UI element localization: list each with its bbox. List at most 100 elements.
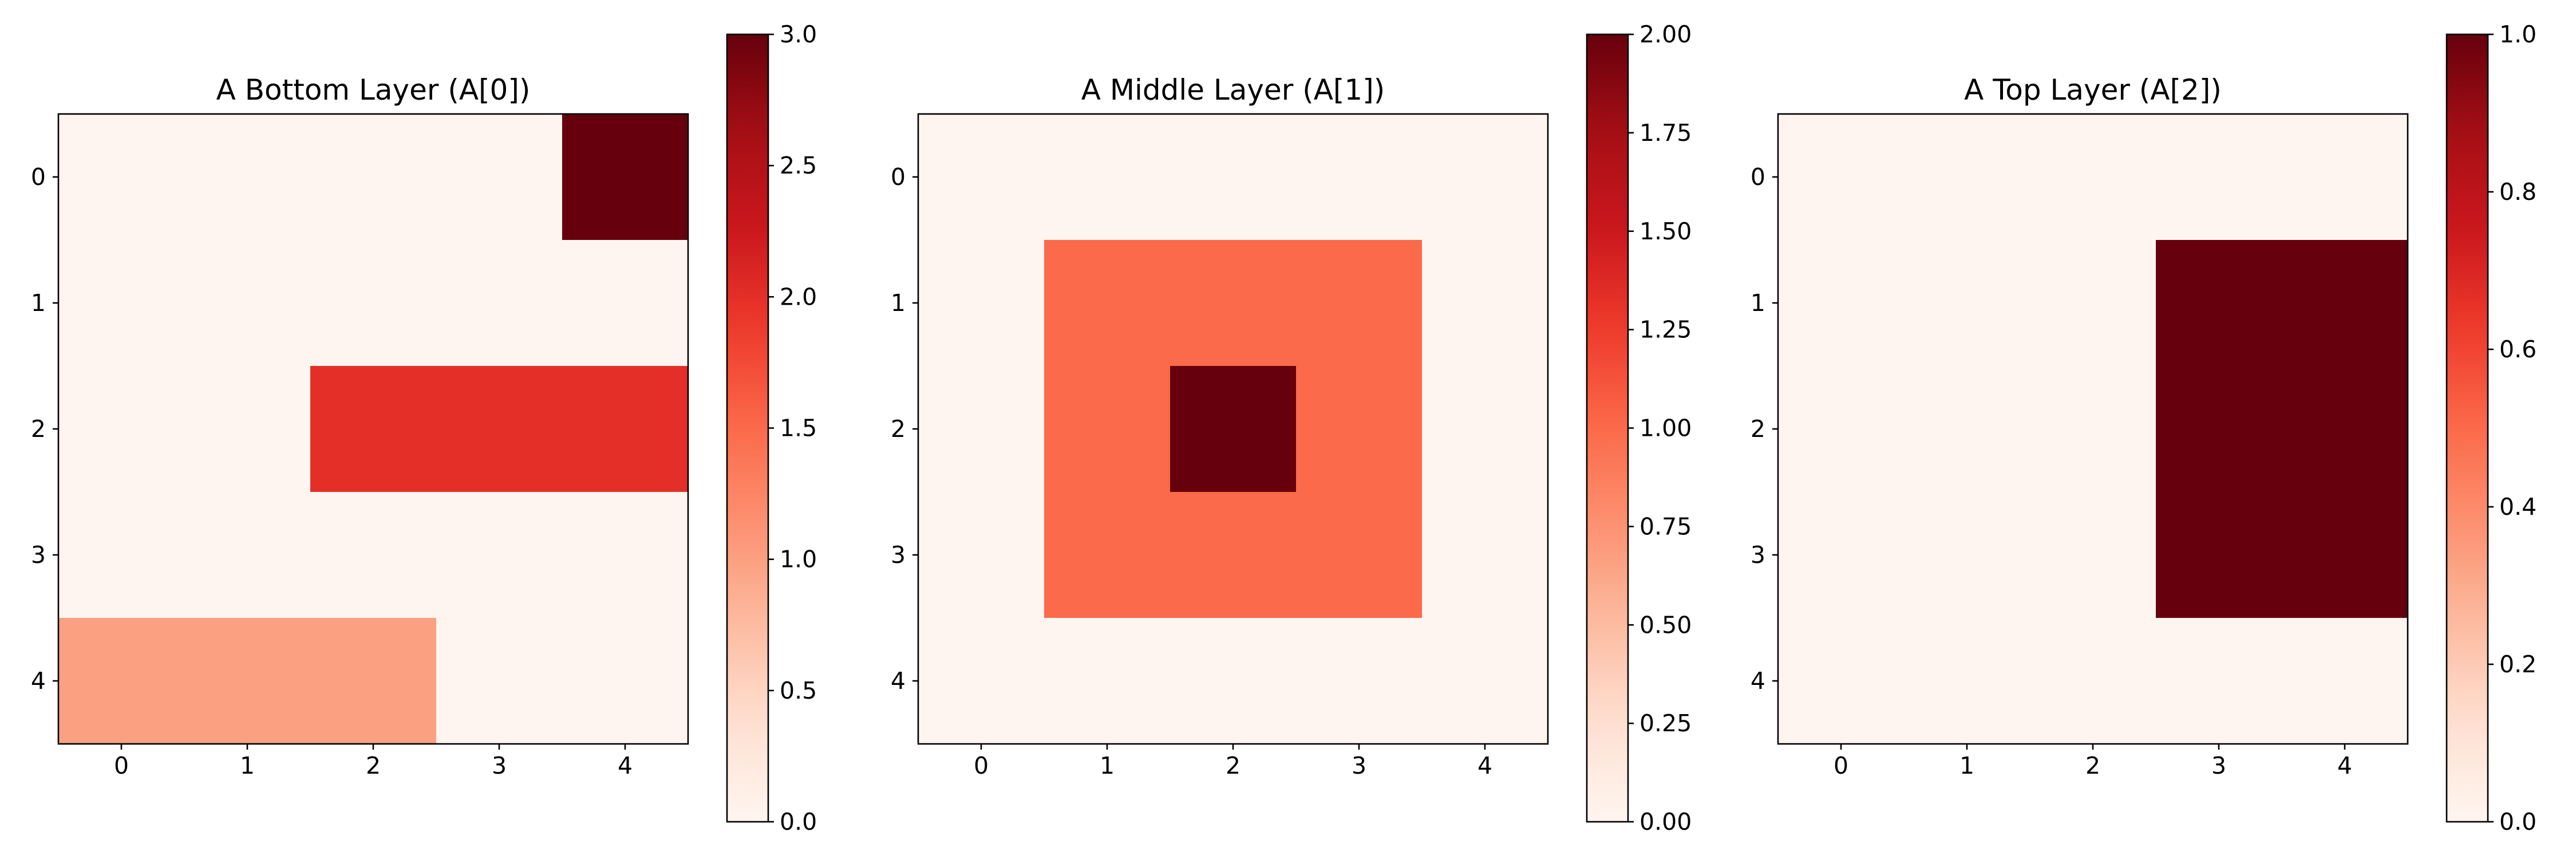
colorbar-tick-label: 1.75 [1639, 119, 1692, 147]
heatmap-cell [1422, 240, 1548, 367]
heatmap-panel-1: A Middle Layer (A[1]) 0 1 2 3 4 0 1 2 3 4 0.00 0.25 0… [891, 21, 1692, 836]
heatmap-cell [1044, 366, 1171, 492]
heatmap-cell [2030, 114, 2156, 241]
heatmap-cell [1170, 492, 1297, 618]
heatmap-cell [1296, 114, 1423, 241]
y-tick-label: 1 [31, 289, 46, 317]
heatmap-cell [562, 618, 689, 744]
heatmap-cell [562, 240, 689, 367]
y-tick-label: 4 [1751, 667, 1765, 695]
heatmap-cell [310, 618, 437, 744]
x-tick-label: 4 [1477, 752, 1492, 779]
heatmap-cell [2282, 492, 2408, 618]
heatmap-cell [2282, 618, 2408, 744]
y-tick-label: 1 [891, 289, 906, 317]
y-tick-label: 0 [31, 163, 46, 191]
y-tick-label: 3 [31, 541, 46, 569]
heatmap-cell [1296, 618, 1423, 744]
heatmap-cell [1296, 240, 1423, 367]
heatmap-cell [1296, 492, 1423, 618]
heatmap-cell [1422, 114, 1548, 241]
y-tick-label: 0 [891, 163, 906, 191]
colorbar-tick-label: 0.8 [2499, 178, 2537, 206]
heatmap-cell [58, 114, 185, 241]
heatmap-panel-2: A Top Layer (A[2]) 0 1 2 3 4 0 1 2 3 4 0.0 0.2 0.4 0.6… [1751, 21, 2537, 836]
x-tick-label: 1 [1100, 752, 1115, 779]
heatmap-cell [1044, 240, 1171, 367]
heatmap-cell [1170, 114, 1297, 241]
x-tick-label: 0 [1834, 752, 1848, 779]
colorbar-tick-label: 2.5 [780, 152, 817, 179]
heatmap-cell [1778, 618, 1905, 744]
x-tick-label: 3 [2211, 752, 2226, 779]
y-tick-label: 1 [1751, 289, 1765, 317]
colorbar-tick-label: 1.5 [780, 415, 817, 442]
colorbar-tick-label: 0.5 [780, 677, 817, 704]
heatmap-cell [1904, 618, 2030, 744]
heatmap-cell [1044, 492, 1171, 618]
x-tick-label: 4 [618, 752, 633, 779]
x-tick-label: 1 [240, 752, 255, 779]
colorbar-tick-label: 0.50 [1639, 611, 1692, 639]
colorbar-gradient [727, 34, 768, 822]
heatmap-cell [1170, 618, 1297, 744]
colorbar-tick-label: 3.0 [780, 21, 817, 48]
heatmap-cell [2156, 618, 2282, 744]
heatmap-cell [918, 366, 1045, 492]
x-tick-label: 1 [1959, 752, 1974, 779]
colorbar-tick-label: 0.25 [1639, 710, 1692, 737]
x-tick-label: 2 [1226, 752, 1240, 779]
panel-title: A Bottom Layer (A[0]) [216, 73, 531, 107]
heatmap-cell [58, 492, 185, 618]
heatmap-cell [918, 492, 1045, 618]
colorbar-tick-label: 1.00 [1639, 415, 1692, 442]
y-tick-label: 4 [31, 667, 46, 695]
colorbar-frame [2445, 33, 2489, 823]
heatmap-cell [1778, 114, 1905, 241]
heatmap-cell [1904, 114, 2030, 241]
heatmap-cell [2156, 114, 2282, 241]
colorbar-gradient [1587, 34, 1628, 822]
y-tick-label: 3 [891, 541, 906, 569]
heatmap-cell [1904, 366, 2030, 492]
heatmap-cell [184, 366, 311, 492]
x-tick-label: 0 [974, 752, 989, 779]
y-tick-label: 4 [891, 667, 906, 695]
colorbar-gradient [2447, 34, 2488, 822]
heatmap-cell [2282, 366, 2408, 492]
colorbar-tick-label: 2.0 [780, 283, 817, 310]
x-tick-label: 3 [1352, 752, 1366, 779]
colorbar-tick-label: 0.00 [1639, 808, 1692, 836]
heatmap-cell [1170, 240, 1297, 367]
heatmap-cell [436, 240, 563, 367]
y-tick-label: 3 [1751, 541, 1765, 569]
heatmap-cell [2030, 492, 2156, 618]
y-tick-label: 2 [31, 415, 46, 443]
heatmap-cell [436, 492, 563, 618]
x-tick-label: 2 [2085, 752, 2100, 779]
heatmap-cell [2282, 114, 2408, 241]
heatmap-cell [184, 114, 311, 241]
heatmap-cell [1778, 492, 1905, 618]
heatmap-cell [1778, 366, 1905, 492]
heatmap-cell [562, 492, 689, 618]
x-tick-label: 2 [366, 752, 381, 779]
heatmap-cell [918, 240, 1045, 367]
heatmap-cell [918, 618, 1045, 744]
heatmap-cell [58, 618, 185, 744]
colorbar-tick-label: 0.2 [2499, 651, 2537, 678]
heatmap-panel-0: A Bottom Layer (A[0]) 0 1 2 3 4 0 1 2 3 4 0.0 0.5 1.0… [31, 21, 817, 836]
heatmap-cell [2282, 240, 2408, 367]
y-tick-label: 2 [891, 415, 906, 443]
heatmap-cell [310, 240, 437, 367]
heatmap-cell [562, 114, 689, 241]
colorbar-tick-label: 2.00 [1639, 21, 1692, 48]
colorbar-tick-label: 1.50 [1639, 218, 1692, 245]
x-tick-label: 4 [2337, 752, 2352, 779]
colorbar-tick-label: 0.6 [2499, 336, 2537, 363]
colorbar-tick-label: 0.4 [2499, 493, 2537, 521]
heatmap-cell [2030, 618, 2156, 744]
heatmap-cell [58, 366, 185, 492]
heatmap-cell [2156, 240, 2282, 367]
